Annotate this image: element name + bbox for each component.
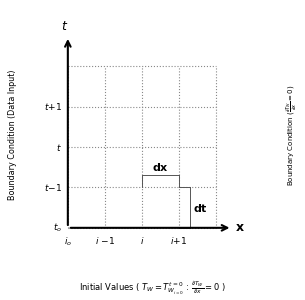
Text: $t_o$: $t_o$: [53, 222, 62, 234]
Text: $t\!+\!1$: $t\!+\!1$: [44, 101, 62, 112]
Text: Boundary Condition ($\frac{\partial T_W}{\partial x}=0$): Boundary Condition ($\frac{\partial T_W}…: [285, 84, 300, 186]
Text: $t$: $t$: [61, 20, 69, 33]
Text: $\mathbf{x}$: $\mathbf{x}$: [235, 221, 245, 234]
Text: $i$: $i$: [140, 235, 144, 246]
Text: $i\ \!-\!1$: $i\ \!-\!1$: [95, 235, 115, 246]
Text: Boundary Condition (Data Input): Boundary Condition (Data Input): [8, 70, 17, 200]
Text: Initial Values ( $T_W = T_{W_{i=0}}^{t=0}$ : $\frac{\partial T_W}{\partial x}=0$: Initial Values ( $T_W = T_{W_{i=0}}^{t=0…: [79, 280, 226, 297]
Text: $\mathbf{dx}$: $\mathbf{dx}$: [152, 160, 169, 172]
Text: $i_o$: $i_o$: [64, 235, 72, 248]
Text: $t$: $t$: [56, 142, 62, 153]
Text: $\mathbf{dt}$: $\mathbf{dt}$: [193, 202, 208, 214]
Text: $t\!-\!1$: $t\!-\!1$: [44, 182, 62, 193]
Text: $i\!+\!1$: $i\!+\!1$: [170, 235, 188, 246]
